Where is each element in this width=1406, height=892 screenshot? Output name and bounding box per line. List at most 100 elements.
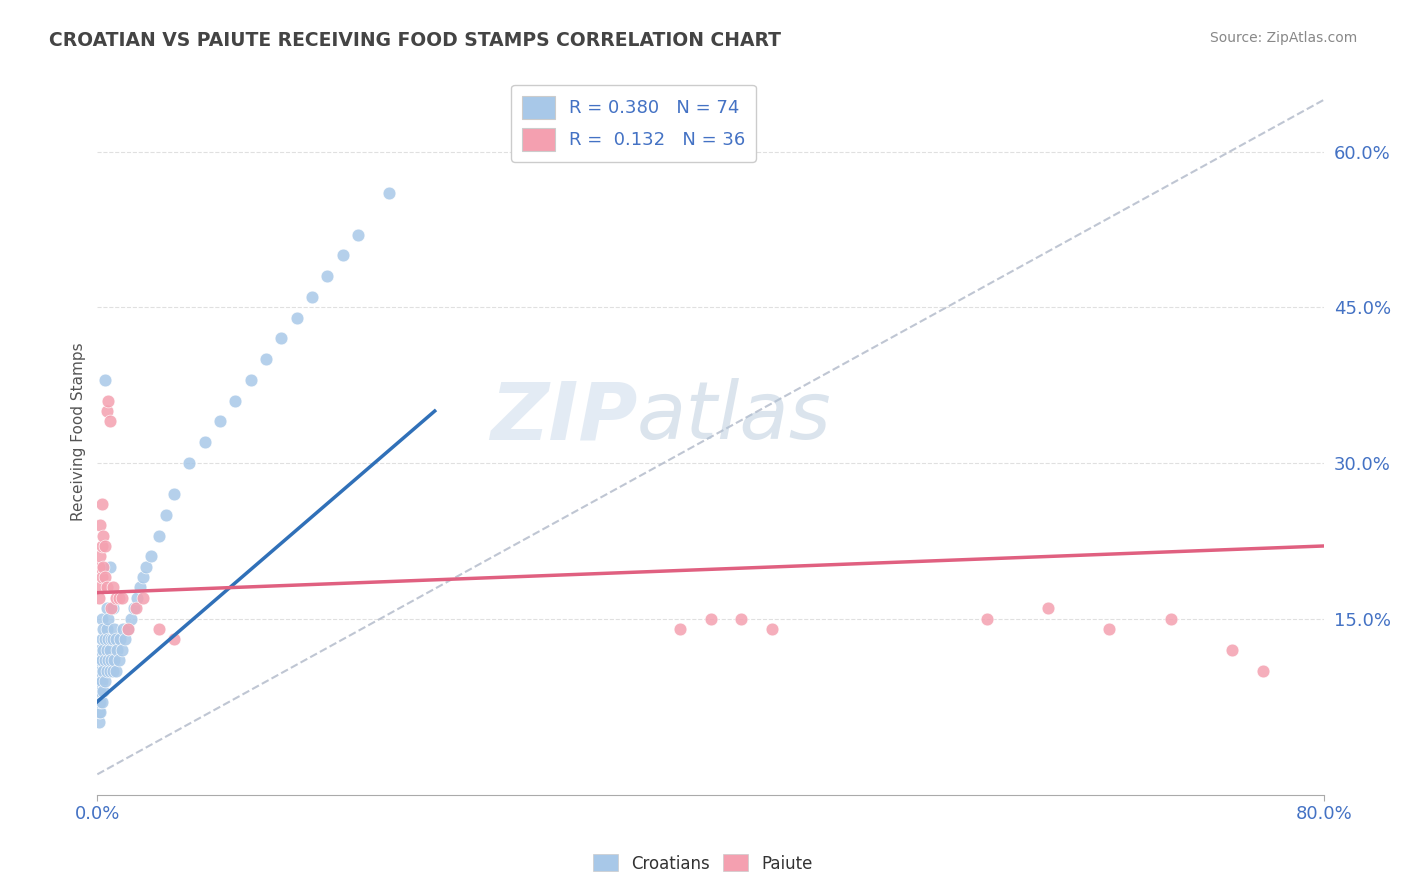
Point [976, 612, 998, 626]
Point [98, 664, 121, 678]
Point [105, 642, 128, 657]
Point [96, 581, 118, 595]
Point [94, 570, 117, 584]
Point [94, 673, 117, 688]
Point [111, 642, 134, 657]
Point [91, 673, 114, 688]
Point [89, 705, 111, 719]
Point [97, 653, 120, 667]
Point [254, 352, 277, 367]
Point [97, 612, 120, 626]
Point [98, 559, 121, 574]
Point [148, 528, 170, 542]
Point [111, 591, 134, 605]
Point [194, 435, 217, 450]
Point [101, 664, 124, 678]
Point [91, 653, 114, 667]
Point [89, 642, 111, 657]
Legend: R = 0.380   N = 74, R =  0.132   N = 36: R = 0.380 N = 74, R = 0.132 N = 36 [512, 85, 756, 162]
Y-axis label: Receiving Food Stamps: Receiving Food Stamps [72, 343, 86, 521]
Point [96, 601, 118, 615]
Point [94, 539, 117, 553]
Point [93, 622, 115, 636]
Point [112, 622, 135, 636]
Point [104, 664, 127, 678]
Point [89, 673, 111, 688]
Point [94, 632, 117, 647]
Point [132, 570, 155, 584]
Point [100, 601, 122, 615]
Point [87, 673, 110, 688]
Point [89, 684, 111, 698]
Point [96, 642, 118, 657]
Point [87, 715, 110, 730]
Point [91, 695, 114, 709]
Point [120, 612, 142, 626]
Point [316, 269, 339, 284]
Point [117, 622, 139, 636]
Legend: Croatians, Paiute: Croatians, Paiute [586, 847, 820, 880]
Point [139, 549, 162, 564]
Point [87, 684, 110, 698]
Point [94, 373, 117, 387]
Point [301, 290, 323, 304]
Point [104, 591, 127, 605]
Point [377, 186, 399, 200]
Point [101, 581, 124, 595]
Point [89, 581, 111, 595]
Point [100, 632, 122, 647]
Point [91, 632, 114, 647]
Point [108, 653, 131, 667]
Point [104, 632, 127, 647]
Text: atlas: atlas [637, 378, 832, 457]
Point [91, 612, 114, 626]
Point [89, 695, 111, 709]
Point [347, 227, 370, 242]
Point [98, 642, 121, 657]
Point [93, 528, 115, 542]
Text: ZIP: ZIP [489, 378, 637, 457]
Point [239, 373, 262, 387]
Point [114, 632, 136, 647]
Point [93, 642, 115, 657]
Point [100, 653, 122, 667]
Point [730, 612, 752, 626]
Text: Source: ZipAtlas.com: Source: ZipAtlas.com [1209, 31, 1357, 45]
Point [669, 622, 692, 636]
Point [224, 393, 246, 408]
Point [135, 559, 157, 574]
Text: CROATIAN VS PAIUTE RECEIVING FOOD STAMPS CORRELATION CHART: CROATIAN VS PAIUTE RECEIVING FOOD STAMPS… [49, 31, 782, 50]
Point [89, 518, 111, 533]
Point [129, 581, 152, 595]
Point [91, 570, 114, 584]
Point [87, 695, 110, 709]
Point [125, 601, 148, 615]
Point [285, 310, 308, 325]
Point [89, 664, 111, 678]
Point [96, 664, 118, 678]
Point [96, 404, 118, 418]
Point [101, 601, 124, 615]
Point [93, 664, 115, 678]
Point [101, 632, 124, 647]
Point [98, 414, 121, 428]
Point [1098, 622, 1121, 636]
Point [761, 622, 783, 636]
Point [700, 612, 723, 626]
Point [270, 331, 292, 345]
Point [89, 549, 111, 564]
Point [155, 508, 177, 522]
Point [110, 632, 132, 647]
Point [103, 653, 125, 667]
Point [163, 487, 186, 501]
Point [1160, 612, 1182, 626]
Point [1251, 664, 1274, 678]
Point [1036, 601, 1059, 615]
Point [1220, 642, 1243, 657]
Point [94, 653, 117, 667]
Point [132, 591, 155, 605]
Point [148, 622, 170, 636]
Point [87, 591, 110, 605]
Point [93, 559, 115, 574]
Point [89, 653, 111, 667]
